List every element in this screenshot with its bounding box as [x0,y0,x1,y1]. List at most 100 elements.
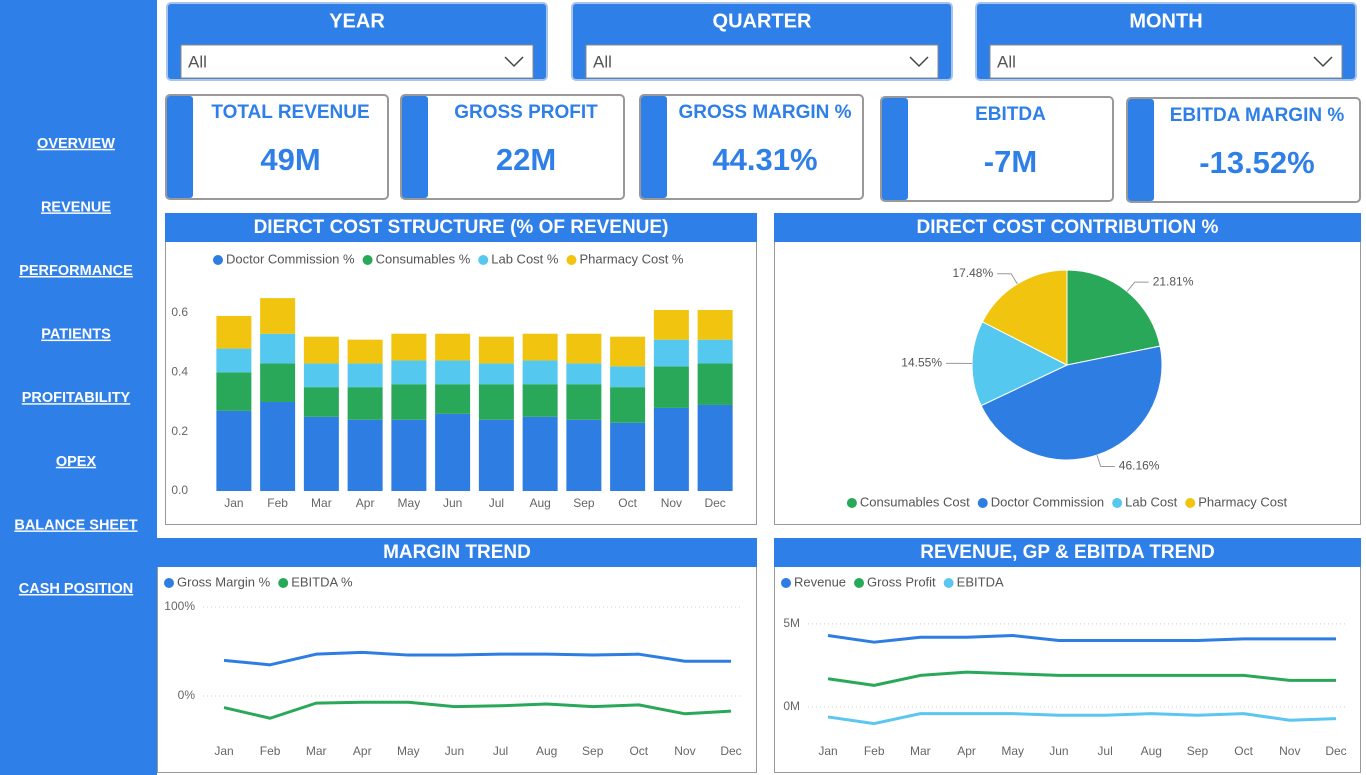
bar-segment [260,363,296,402]
filter-label: MONTH [1129,10,1202,32]
bar-segment [522,360,558,385]
line-series [827,634,1336,644]
bar-segment [522,333,558,361]
bar-segment [260,298,296,334]
x-tick-label: Jul [493,744,508,758]
bar-segment [697,310,733,340]
nav-link[interactable]: PERFORMANCE [19,263,133,279]
chart-panel [774,538,1361,773]
leader-line [997,273,1018,285]
filter-dropdown[interactable] [585,44,939,79]
line-series [827,712,1337,726]
x-tick-label: Nov [661,496,682,510]
bar-segment [653,366,689,408]
chart-header [774,538,1361,567]
bar-segment [260,333,296,364]
legend-label: Consumables % [376,251,471,266]
bar-segment [303,416,339,491]
x-tick-label: Oct [629,744,648,758]
bar-segment [653,339,689,367]
bar-segment [566,419,602,491]
bar-segment [697,404,733,491]
legend-label: EBITDA [957,574,1004,589]
legend-marker [164,578,174,588]
nav-link[interactable]: REVENUE [41,199,111,215]
kpi-card [880,96,1114,202]
bar-segment [478,419,514,491]
bar-segment [566,333,602,364]
bar-segment [478,363,514,385]
x-tick-label: Apr [356,496,375,510]
x-tick-label: Sep [582,744,604,758]
x-tick-label: Mar [306,744,327,758]
bar-segment [610,422,646,491]
kpi-value: -13.52% [1199,145,1314,180]
kpi-accent [402,96,428,198]
bar-segment [653,407,689,491]
bar-segment [216,348,252,373]
chart-title: MARGIN TREND [383,542,531,563]
x-tick-label: Dec [704,496,725,510]
x-tick-label: Sep [1187,744,1209,758]
data-label: 46.16% [1119,459,1160,473]
x-tick-label: Feb [260,744,281,758]
bar-segment [522,384,558,417]
chart-header [774,213,1361,242]
bar-segment [391,419,427,491]
bar-segment [697,363,733,405]
bar-segment [610,336,646,367]
pie-slice [981,269,1068,366]
bar-segment [610,366,646,388]
x-tick-label: Mar [910,744,931,758]
kpi-card [639,94,864,200]
filter-dropdown[interactable] [180,44,534,79]
data-label: 21.81% [1153,274,1194,288]
legend-marker [213,255,223,265]
pie-slice [1066,269,1161,366]
line-series [223,650,731,667]
legend-marker [1185,498,1196,508]
kpi-accent [882,98,908,200]
legend-marker [977,498,988,508]
filter-value: All [997,52,1016,71]
x-tick-label: Jan [224,496,243,510]
nav-link[interactable]: BALANCE SHEET [14,517,137,533]
legend-label: Pharmacy Cost % [579,251,683,266]
legend-marker [566,255,577,265]
kpi-accent [1128,99,1154,201]
bar-segment [216,372,252,411]
nav-link[interactable]: CASH POSITION [19,581,133,597]
filter-dropdown[interactable] [989,44,1343,79]
x-tick-label: Dec [1325,744,1346,758]
legend-label: Gross Margin % [177,574,271,589]
legend-marker [943,578,954,588]
y-tick-label: 100% [164,599,195,613]
nav-link[interactable]: PATIENTS [41,327,111,343]
bar-segment [566,384,602,420]
bar-segment [697,339,733,364]
chart-title: DIRECT COST CONTRIBUTION % [917,217,1219,238]
dropdown-chevron [909,56,929,68]
y-tick-label: 0M [783,699,800,713]
x-tick-label: Apr [353,744,372,758]
x-tick-label: Jul [489,496,504,510]
legend-label: EBITDA % [291,574,353,589]
x-tick-label: Jun [445,744,464,758]
kpi-value: 49M [260,142,320,177]
nav-panel [0,0,157,775]
nav-link[interactable]: OVERVIEW [37,136,115,152]
bar-segment [216,410,252,491]
bar-segment [347,387,383,420]
kpi-label: EBITDA MARGIN % [1170,105,1345,126]
bar-segment [566,363,602,385]
nav-link[interactable]: PROFITABILITY [22,390,131,406]
bar-segment [303,336,339,364]
nav-link[interactable]: OPEX [56,454,97,470]
bar-segment [653,310,689,340]
legend-marker [1112,498,1123,508]
kpi-card [400,94,625,200]
kpi-label: GROSS PROFIT [454,102,598,123]
bar-segment [435,360,471,385]
data-label: 14.55% [901,356,942,370]
